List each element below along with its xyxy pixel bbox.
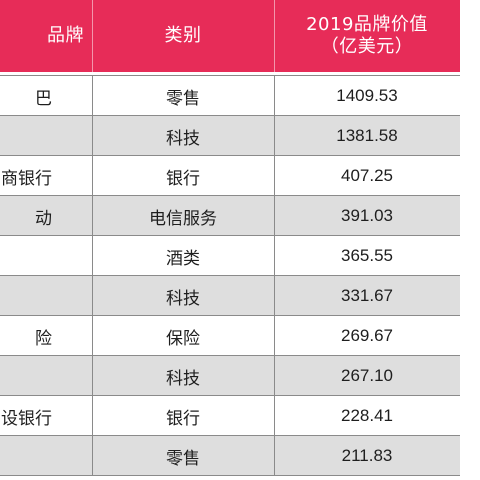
table-row: 险 保险 269.67: [0, 315, 480, 356]
brand-value-cell: 331.67: [341, 286, 393, 305]
brand-cell: 商银行: [1, 168, 52, 189]
column-divider: [92, 196, 93, 236]
column-divider: [274, 116, 275, 156]
brand-cell: 巴: [35, 88, 52, 109]
column-divider: [274, 76, 275, 116]
brand-cell: [0, 276, 52, 316]
column-divider: [92, 436, 93, 476]
cropped-right-margin: [460, 0, 480, 480]
brand-cell: [0, 116, 52, 156]
column-divider: [92, 76, 93, 116]
table-row: 零售 211.83: [0, 435, 480, 476]
header-divider: [274, 0, 275, 72]
column-divider: [92, 356, 93, 396]
category-cell: 零售: [166, 88, 200, 109]
category-cell: 银行: [166, 408, 200, 429]
brand-value-cell: 211.83: [341, 446, 393, 465]
column-divider: [274, 196, 275, 236]
value-column-header: 2019品牌价值 （亿美元）: [274, 0, 460, 72]
column-divider: [92, 316, 93, 356]
column-divider: [274, 396, 275, 436]
table-bottom-border: [0, 475, 480, 476]
brand-cell: [0, 356, 52, 396]
category-cell: 科技: [166, 128, 200, 149]
column-divider: [92, 396, 93, 436]
column-divider: [274, 356, 275, 396]
category-column-header: 类别: [92, 0, 274, 72]
brand-cell: [0, 436, 52, 476]
column-divider: [92, 156, 93, 196]
column-divider: [92, 236, 93, 276]
value-header-line-2: （亿美元）: [320, 36, 414, 57]
brand-value-cell: 391.03: [341, 206, 393, 225]
brand-value-cell: 267.10: [341, 366, 393, 385]
table-header: 品牌 类别 2019品牌价值 （亿美元）: [0, 0, 480, 72]
brand-value-cell: 407.25: [341, 166, 393, 185]
table-row: 巴 零售 1409.53: [0, 75, 480, 116]
category-cell: 科技: [166, 368, 200, 389]
table-row: 科技 331.67: [0, 275, 480, 316]
brand-value-cell: 269.67: [341, 326, 393, 345]
table-row: 商银行 银行 407.25: [0, 155, 480, 196]
category-cell: 保险: [166, 328, 200, 349]
header-divider: [92, 0, 93, 72]
value-header-line-1: 2019品牌价值: [306, 13, 428, 35]
brand-cell: 设银行: [1, 408, 52, 429]
table-row: 酒类 365.55: [0, 235, 480, 276]
table-row: 动 电信服务 391.03: [0, 195, 480, 236]
column-divider: [274, 156, 275, 196]
brand-column-header: 品牌: [0, 0, 92, 72]
brand-cell: 险: [35, 328, 52, 349]
category-cell: 电信服务: [149, 208, 217, 229]
column-divider: [274, 236, 275, 276]
table-row: 科技 267.10: [0, 355, 480, 396]
brand-cell: 动: [35, 208, 52, 229]
column-divider: [92, 116, 93, 156]
column-divider: [92, 276, 93, 316]
brand-cell: [0, 236, 52, 276]
category-cell: 零售: [166, 448, 200, 469]
table-row: 科技 1381.58: [0, 115, 480, 156]
category-cell: 酒类: [166, 248, 200, 269]
category-header-text: 类别: [164, 24, 202, 46]
category-cell: 银行: [166, 168, 200, 189]
column-divider: [274, 276, 275, 316]
table-body: 巴 零售 1409.53 科技 1381.58 商银行 银行 407.25 动 …: [0, 75, 480, 476]
brand-header-text: 品牌: [47, 24, 84, 46]
category-cell: 科技: [166, 288, 200, 309]
brand-value-cell: 365.55: [341, 246, 393, 265]
brand-value-cell: 1409.53: [336, 86, 398, 105]
brand-value-cell: 228.41: [341, 406, 393, 425]
brand-value-cell: 1381.58: [336, 126, 398, 145]
column-divider: [274, 316, 275, 356]
column-divider: [274, 436, 275, 476]
table-row: 设银行 银行 228.41: [0, 395, 480, 436]
